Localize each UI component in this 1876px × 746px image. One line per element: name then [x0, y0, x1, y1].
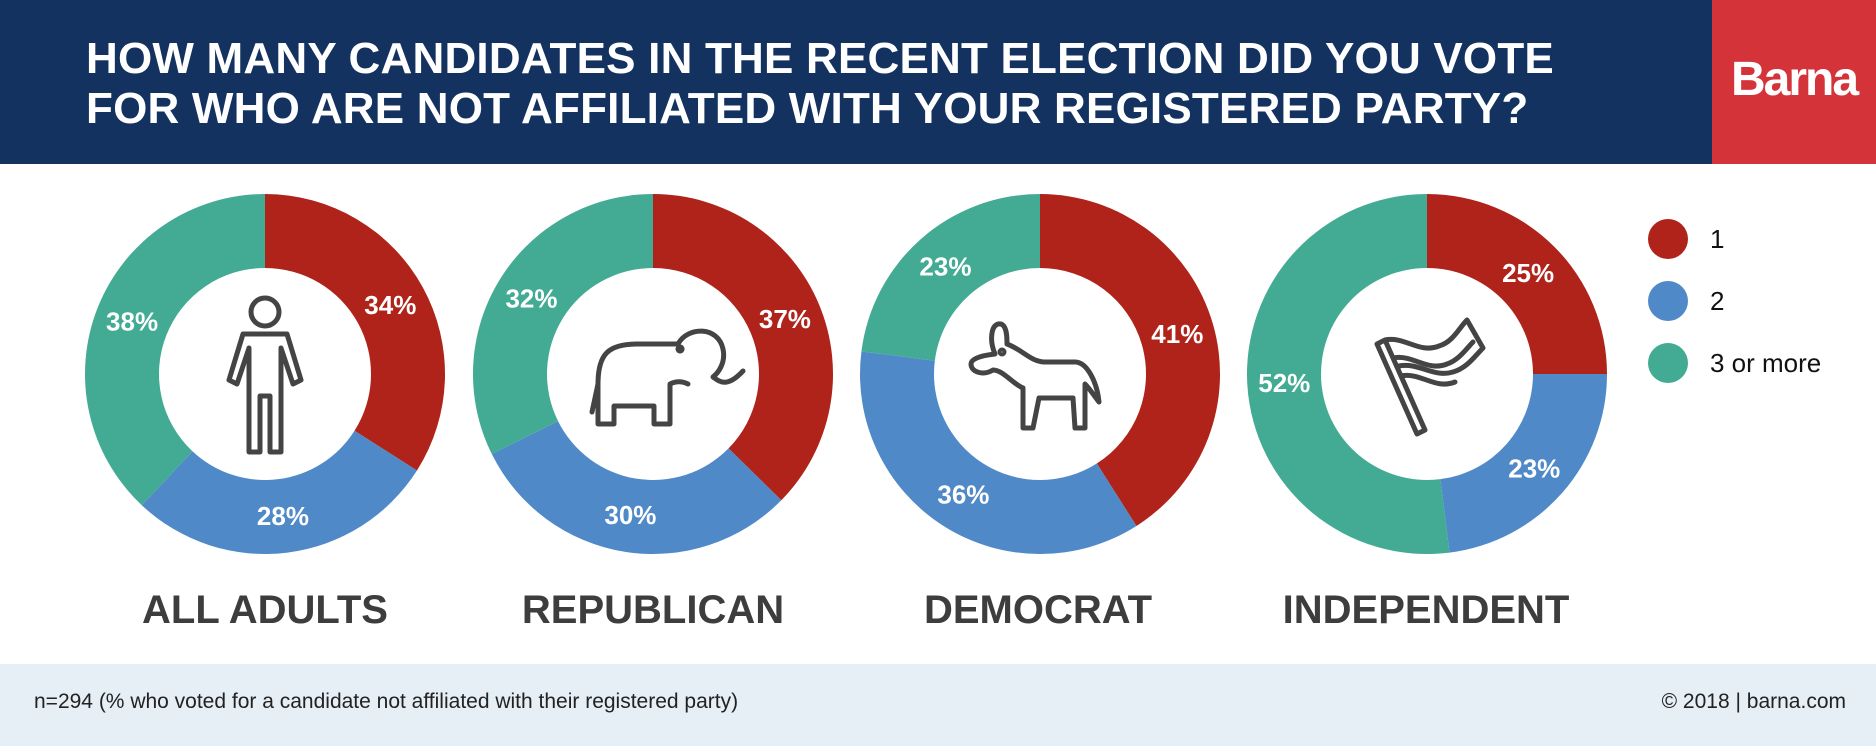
donut-slice-1	[265, 194, 445, 471]
data-label-3-or-more: 23%	[919, 252, 971, 282]
data-label-1: 37%	[759, 304, 811, 334]
data-label-2: 28%	[257, 501, 309, 531]
title-line-1: HOW MANY CANDIDATES IN THE RECENT ELECTI…	[86, 34, 1554, 83]
donut-charts: 34% 28% 38% 37% 30% 32% 41% 36% 23% 25% 23% 52%	[85, 193, 1607, 554]
donut-democrat: 41% 36% 23%	[860, 194, 1220, 554]
copyright-credit: © 2018 | barna.com	[1661, 690, 1846, 713]
footer: n=294 (% who voted for a candidate not a…	[0, 664, 1876, 746]
donut-slice-1	[653, 193, 833, 501]
data-label-1: 34%	[364, 290, 416, 320]
donut-slice-3-or-more	[1247, 194, 1450, 554]
data-label-3-or-more: 38%	[106, 306, 158, 336]
sample-note: n=294 (% who voted for a candidate not a…	[34, 690, 739, 713]
legend: 1 2 3 or more	[1648, 208, 1821, 394]
group-label-republican: REPUBLICAN	[521, 588, 785, 632]
title-line-2: FOR WHO ARE NOT AFFILIATED WITH YOUR REG…	[86, 84, 1529, 133]
donut-republican: 37% 30% 32%	[472, 193, 833, 554]
donut-slice-2	[491, 421, 782, 554]
group-label-all-adults: ALL ADULTS	[142, 588, 388, 632]
data-label-2: 30%	[604, 500, 656, 530]
donut-slice-2	[860, 351, 1137, 554]
legend-item-1: 1	[1648, 208, 1821, 270]
data-label-2: 23%	[1508, 454, 1560, 484]
donut-slice-3-or-more	[472, 194, 653, 454]
barna-logo: Barna	[1712, 0, 1876, 164]
legend-item-2: 2	[1648, 270, 1821, 332]
legend-swatch-3-or-more	[1648, 343, 1688, 383]
donut-slice-1	[1040, 194, 1220, 526]
legend-swatch-1	[1648, 219, 1688, 259]
legend-item-3-or-more: 3 or more	[1648, 332, 1821, 394]
legend-label-3-or-more: 3 or more	[1710, 347, 1822, 378]
data-label-1: 41%	[1151, 319, 1203, 349]
donut-slice-3-or-more	[85, 194, 265, 506]
donut-all-adults: 34% 28% 38%	[85, 194, 445, 554]
donut-slice-2	[1440, 374, 1607, 553]
chart-title: HOW MANY CANDIDATES IN THE RECENT ELECTI…	[86, 34, 1554, 134]
data-label-1: 25%	[1502, 258, 1554, 288]
donkey-icon	[968, 321, 1102, 431]
legend-swatch-2	[1648, 281, 1688, 321]
donut-slice-3-or-more	[861, 194, 1040, 361]
flag-icon	[1374, 317, 1486, 437]
data-label-3-or-more: 52%	[1258, 368, 1310, 398]
group-label-independent: INDEPENDENT	[1282, 588, 1570, 632]
legend-label-2: 2	[1710, 285, 1725, 316]
header-banner: HOW MANY CANDIDATES IN THE RECENT ELECTI…	[0, 0, 1712, 164]
data-label-3-or-more: 32%	[505, 284, 557, 314]
elephant-icon	[589, 328, 746, 427]
logo-text: Barna	[1730, 53, 1859, 106]
donut-slice-2	[141, 430, 417, 554]
person-icon	[226, 295, 304, 455]
legend-label-1: 1	[1710, 223, 1725, 254]
group-label-democrat: DEMOCRAT	[923, 588, 1153, 632]
donut-independent: 25% 23% 52%	[1247, 194, 1607, 554]
donut-slice-1	[1427, 194, 1607, 374]
data-label-2: 36%	[937, 480, 989, 510]
